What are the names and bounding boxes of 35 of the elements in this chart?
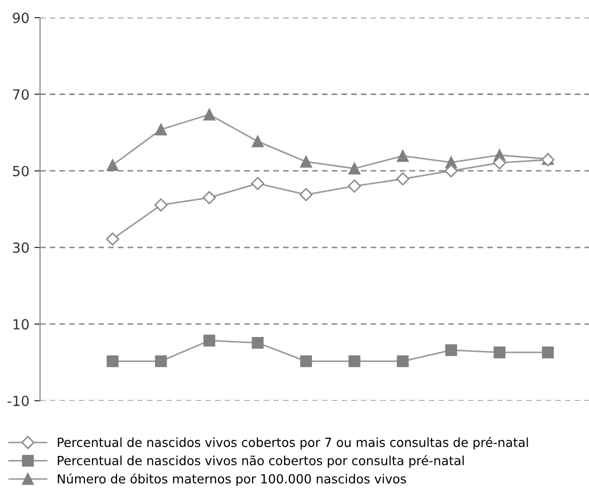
point	[155, 355, 167, 368]
point	[348, 355, 360, 368]
point	[445, 344, 458, 356]
point	[300, 355, 312, 368]
point	[396, 355, 409, 368]
y-tick-label: 30	[13, 242, 29, 253]
point	[492, 156, 506, 170]
point	[106, 355, 119, 368]
legend-label: Número de óbitos maternos por 100.000 nascidos vivos	[58, 473, 406, 486]
point	[252, 336, 264, 349]
point	[251, 176, 264, 190]
point	[396, 172, 410, 186]
point	[494, 346, 506, 358]
point	[155, 124, 167, 136]
y-tick-label: 90	[12, 12, 29, 24]
point	[542, 346, 554, 358]
y-tick-label: -10	[8, 396, 29, 406]
legend-label: Percentual de nascidos vivos cobertos por 7 ou mais consultas de pré-natal	[58, 436, 528, 450]
point	[202, 191, 216, 204]
point	[106, 159, 119, 172]
legend-label: Percentual de nascidos vivos não cobertos por consulta pré-natal	[58, 455, 464, 468]
y-tick-label: 50	[13, 166, 29, 176]
point	[348, 162, 360, 174]
point	[203, 108, 216, 120]
point	[154, 198, 168, 212]
point	[300, 156, 312, 168]
point	[203, 334, 216, 346]
y-tick-label: 10	[13, 319, 29, 330]
point	[106, 232, 120, 246]
point	[299, 188, 313, 202]
point	[396, 150, 409, 162]
point	[252, 135, 264, 148]
y-tick-label: 70	[13, 89, 29, 100]
point	[348, 180, 362, 193]
point	[444, 164, 458, 178]
